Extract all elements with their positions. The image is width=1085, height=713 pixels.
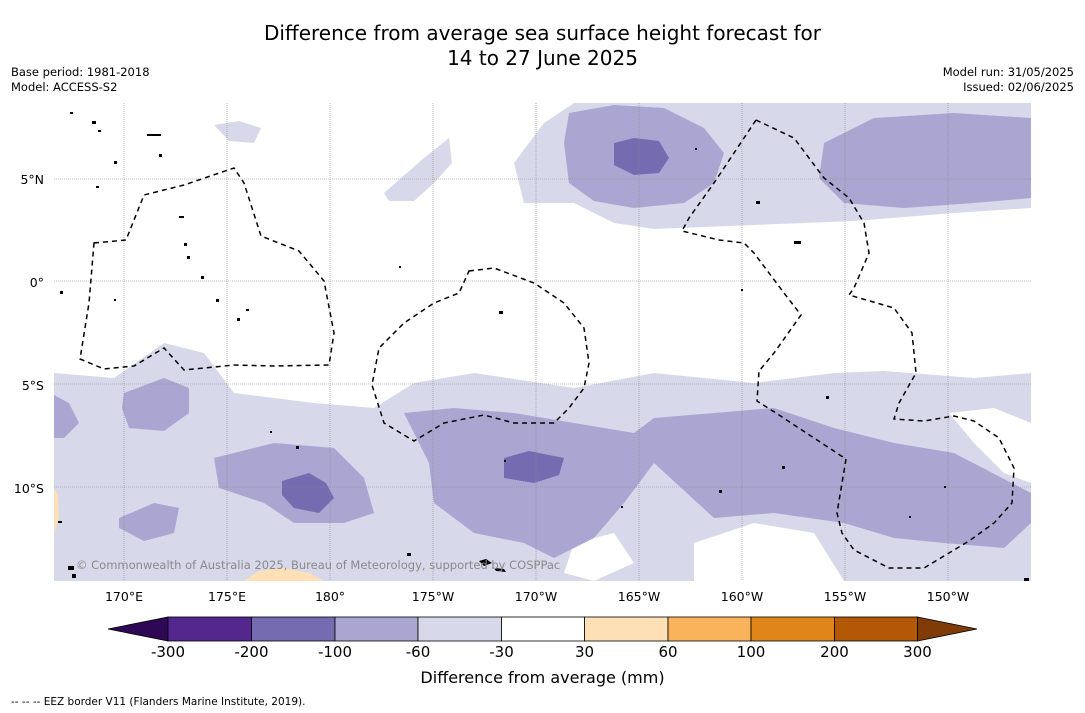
colorbar-segment-8	[750, 616, 835, 642]
lon-label-170e: 170°E	[104, 589, 143, 604]
colorbar-tick-7: 60	[658, 643, 678, 661]
anomaly-contour-positive-1	[54, 488, 59, 533]
anomaly-contour-mid-south-3	[122, 378, 189, 431]
colorbar-segment-4	[417, 616, 502, 642]
lon-label-175e: 175°E	[207, 589, 246, 604]
meta-left: Base period: 1981-2018 Model: ACCESS-S2	[11, 65, 150, 95]
anomaly-contour-light-patch-2	[214, 121, 261, 143]
graticule	[54, 103, 1031, 581]
title-line-2: 14 to 27 June 2025	[447, 46, 638, 70]
title-line-1: Difference from average sea surface heig…	[263, 21, 822, 45]
model-run: Model run: 31/05/2025	[942, 65, 1074, 79]
colorbar-tick-2: -200	[234, 643, 269, 661]
colorbar-extend-low	[107, 616, 169, 642]
colorbar-segment-3	[334, 616, 419, 642]
anomaly-contour-positive-2	[244, 568, 324, 581]
colorbar-tick-1: -300	[150, 643, 186, 661]
lat-label-10s: 10°S	[13, 481, 44, 496]
colorbar-segment-5	[501, 616, 585, 642]
lon-label-180: 180°	[314, 589, 346, 604]
colorbar-segment-1	[167, 616, 252, 642]
base-period: Base period: 1981-2018	[11, 65, 150, 79]
lat-label-5s: 5°S	[21, 378, 44, 393]
lon-label-175w: 175°W	[411, 589, 455, 604]
colorbar-extend-high	[917, 616, 978, 642]
lon-label-150w: 150°W	[926, 589, 970, 604]
white-gap-2	[694, 523, 844, 581]
colorbar-tick-6: 30	[574, 643, 595, 661]
white-gap-3	[564, 533, 634, 581]
colorbar-tick-3: -100	[317, 643, 353, 661]
colorbar-segment-6	[584, 616, 669, 642]
meta-right: Model run: 31/05/2025 Issued: 02/06/2025	[943, 65, 1074, 95]
colorbar-segment-2	[251, 616, 336, 642]
islands	[58, 112, 1029, 581]
anomaly-contour-mid-south-5	[54, 395, 79, 438]
white-gap-1	[949, 408, 1031, 483]
anomaly-contour-mid-south-1	[404, 408, 1031, 558]
map-area	[54, 103, 1031, 581]
eez-borders	[79, 119, 1015, 569]
eez-footnote: -- -- -- EEZ border V11 (Flanders Marine…	[11, 696, 306, 708]
lon-label-170w: 170°W	[514, 589, 558, 604]
anomaly-contour-dark-2	[504, 451, 564, 483]
map-title: Difference from average sea surface heig…	[0, 21, 1085, 71]
map-svg	[54, 103, 1031, 581]
anomaly-contour-light-patch-1	[384, 138, 452, 201]
anomaly-contour-dark-3	[282, 473, 334, 513]
colorbar-segment-9	[834, 616, 918, 642]
colorbar-segment-7	[667, 616, 752, 642]
model-name: Model: ACCESS-S2	[11, 80, 118, 94]
lat-label-5n: 5°N	[20, 172, 44, 187]
lon-label-165w: 165°W	[617, 589, 661, 604]
lon-label-155w: 155°W	[823, 589, 867, 604]
colorbar-tick-9: 200	[820, 643, 849, 661]
anomaly-contour-dark-1	[614, 138, 669, 175]
colorbar-label: Difference from average (mm)	[420, 668, 665, 687]
anomaly-contour-mid-northeast	[819, 113, 1031, 208]
colorbar-tick-10: 300	[903, 643, 932, 661]
colorbar-tick-4: -60	[405, 643, 431, 661]
issued-date: Issued: 02/06/2025	[963, 80, 1074, 94]
anomaly-contour-mid-south-4	[119, 503, 179, 541]
copyright-text: © Commonwealth of Australia 2025, Bureau…	[76, 558, 561, 572]
colorbar-tick-8: 100	[736, 643, 766, 661]
colorbar-tick-5: -30	[489, 643, 514, 661]
lat-label-0: 0°	[29, 275, 44, 290]
lon-label-160w: 160°W	[720, 589, 764, 604]
